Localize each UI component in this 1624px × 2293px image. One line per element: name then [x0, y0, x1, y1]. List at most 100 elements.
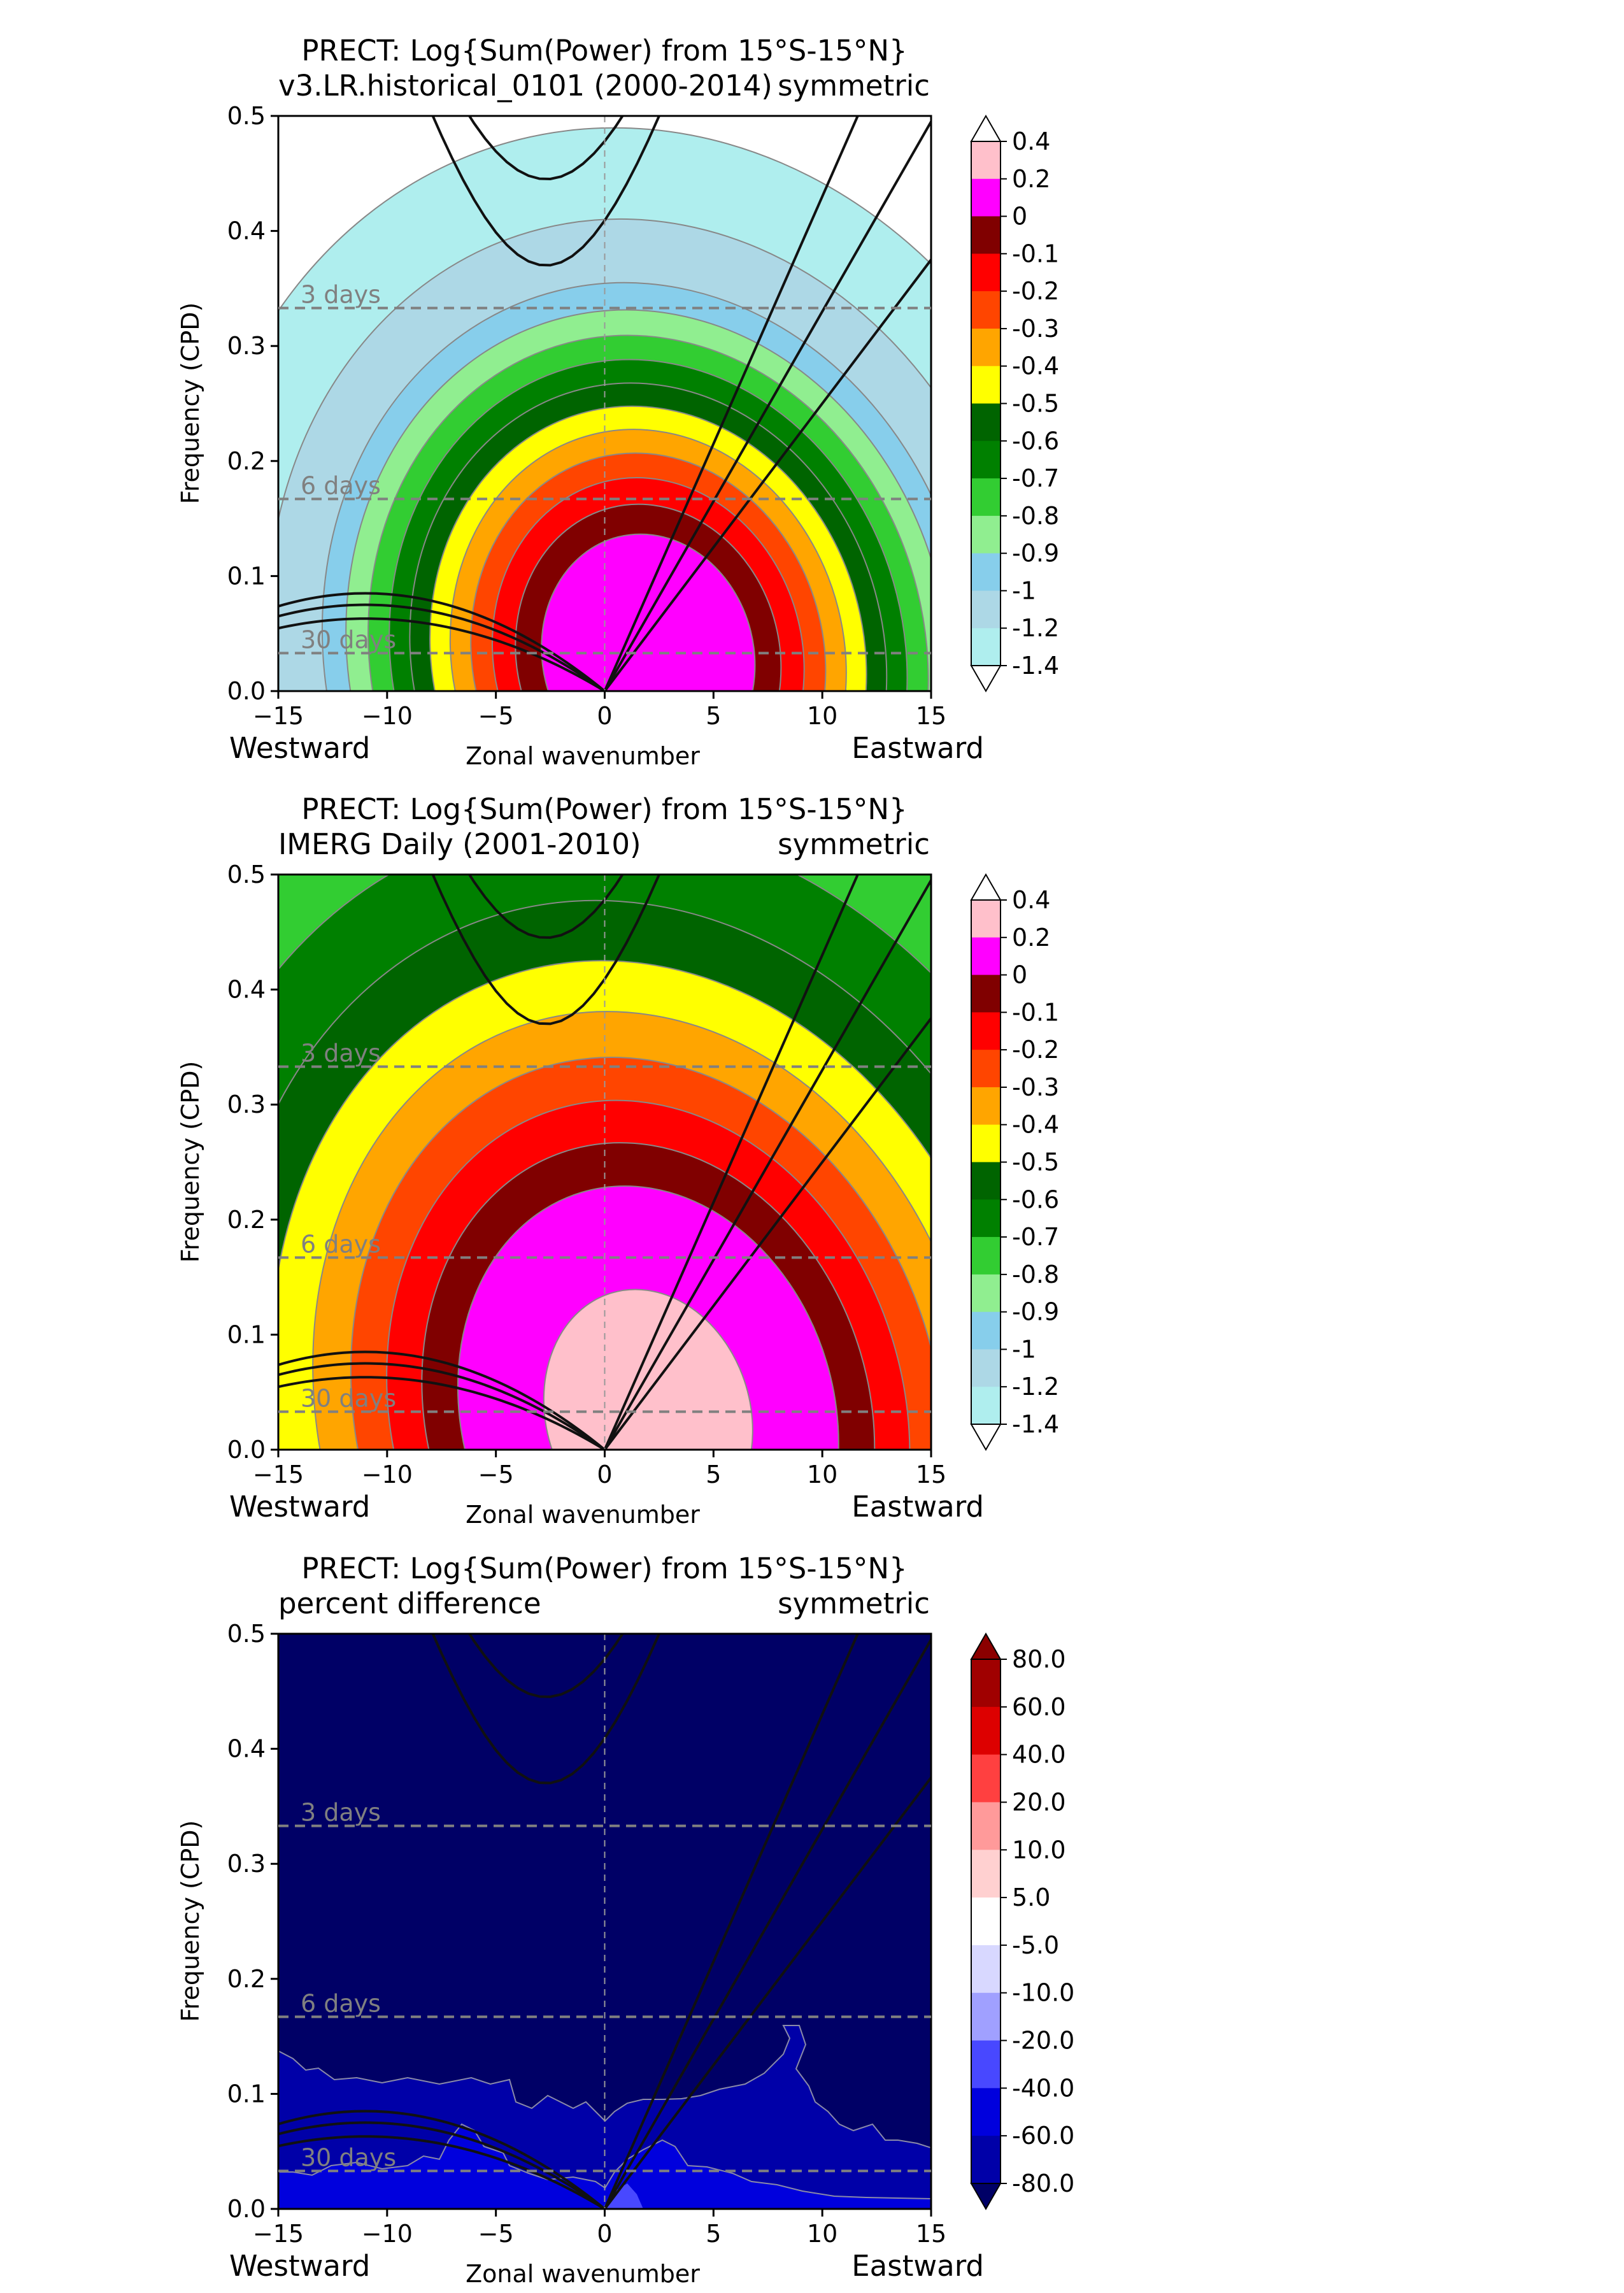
y-tick-label: 0.4 [227, 1735, 266, 1763]
eastward-label: Eastward [851, 731, 984, 765]
kelvin-curve [603, 121, 931, 691]
westward-label: Westward [229, 731, 370, 765]
colorbar-extend-over [970, 1632, 1002, 1660]
equatorial-rossby-curve [278, 2110, 606, 2209]
colorbar-swatch [971, 1274, 1001, 1313]
x-ticks: −15 −10 −5 0 5 10 15 [253, 691, 946, 730]
contour-field [278, 875, 931, 1450]
colorbar-swatch [971, 1050, 1001, 1088]
panel-observation: PRECT: Log{Sum(Power) from 15°S-15°N} IM… [176, 792, 1059, 1529]
colorbar-swatch [971, 1659, 1001, 1708]
y-tick-label: 0.1 [227, 562, 266, 590]
equatorial-rossby-curve [278, 1376, 606, 1450]
x-ticks: −15 −10 −5 0 5 10 15 [253, 2209, 946, 2248]
x-tick-label: 0 [597, 702, 612, 730]
colorbar-extend-under [970, 2183, 1002, 2211]
colorbar-tick-label: -0.3 [1012, 315, 1059, 343]
period-lines: 3 days 6 days 30 days [278, 281, 931, 655]
panel-subtitle-right: symmetric [778, 827, 930, 861]
colorbar-swatch [971, 553, 1001, 591]
eastward-label: Eastward [851, 1490, 984, 1524]
colorbar-swatch [971, 216, 1001, 254]
y-tick-label: 0.4 [227, 217, 266, 245]
kelvin-curve [603, 116, 859, 691]
period-lines: 3 days 6 days 30 days [278, 1039, 931, 1413]
colorbar-tick-label: -20.0 [1012, 2027, 1074, 2055]
y-tick-label: 0.0 [227, 1436, 266, 1464]
y-tick-label: 0.2 [227, 1965, 266, 1993]
colorbar-swatch [971, 1237, 1001, 1275]
period-label: 6 days [301, 1989, 381, 2017]
colorbar-tick-label: 80.0 [1012, 1645, 1066, 1673]
x-tick-label: 15 [916, 2220, 946, 2248]
colorbar-swatch [971, 900, 1001, 938]
colorbar-swatch [971, 141, 1001, 180]
y-tick-label: 0.0 [227, 677, 266, 705]
x-axis-label: Zonal wavenumber [466, 1501, 700, 1529]
x-tick-label: 0 [597, 1461, 612, 1489]
x-tick-label: −10 [362, 2220, 413, 2248]
y-tick-label: 0.1 [227, 1320, 266, 1348]
plot-area [278, 116, 931, 691]
colorbar-frame [971, 1659, 1001, 2184]
colorbar-tick-label: -0.9 [1012, 539, 1059, 568]
kelvin-curve [603, 875, 859, 1450]
x-tick-label: −5 [478, 1461, 514, 1489]
colorbar: 0.4 0.2 0 -0.1 -0.2 -0.3 -0.4 -0.5 -0.6 -0.7 -0.8 -… [970, 873, 1059, 1452]
y-tick-label: 0.4 [227, 976, 266, 1004]
region-minus-40-to-minus-20 [602, 2183, 643, 2209]
colorbar-swatch [971, 2136, 1001, 2184]
y-tick-label: 0.5 [227, 861, 266, 889]
y-tick-label: 0.5 [227, 102, 266, 130]
colorbar-swatch [971, 590, 1001, 629]
colorbar-tick-label: -40.0 [1012, 2074, 1074, 2102]
y-tick-label: 0.3 [227, 1090, 266, 1118]
panel-title: PRECT: Log{Sum(Power) from 15°S-15°N} [301, 1552, 907, 1585]
period-label: 6 days [301, 471, 381, 499]
equatorial-rossby-curve [278, 1350, 606, 1450]
plot-area [278, 875, 931, 1450]
colorbar-swatch [971, 1945, 1001, 1994]
colorbar-tick-label: 10.0 [1012, 1836, 1066, 1864]
equatorial-rossby-curve [278, 592, 606, 691]
colorbar-tick-label: -0.8 [1012, 502, 1059, 530]
colorbar-swatch [971, 628, 1001, 666]
x-tick-label: −10 [362, 1461, 413, 1489]
panel-title: PRECT: Log{Sum(Power) from 15°S-15°N} [301, 34, 907, 68]
colorbar-tick-label: -0.4 [1012, 1111, 1059, 1139]
colorbar-tick-label: -0.5 [1012, 1148, 1059, 1176]
panel-title: PRECT: Log{Sum(Power) from 15°S-15°N} [301, 792, 907, 826]
colorbar-swatch [971, 1162, 1001, 1200]
westward-label: Westward [229, 1490, 370, 1524]
colorbar-swatch [971, 1012, 1001, 1050]
x-tick-label: 5 [706, 2220, 721, 2248]
colorbar: 80.0 60.0 40.0 20.0 10.0 5.0 -5.0 -10.0 -20.0 -40… [970, 1632, 1074, 2211]
x-tick-label: 15 [916, 1461, 946, 1489]
westward-label: Westward [229, 2249, 370, 2283]
colorbar-tick-label: -0.4 [1012, 352, 1059, 380]
panel-subtitle-right: symmetric [778, 69, 930, 103]
panel-subtitle-left: IMERG Daily (2001-2010) [278, 827, 641, 861]
plot-area [278, 1634, 931, 2209]
x-ticks: −15 −10 −5 0 5 10 15 [253, 1450, 946, 1489]
colorbar-swatch [971, 1199, 1001, 1238]
x-tick-label: −15 [253, 2220, 304, 2248]
colorbar-tick-label: -0.7 [1012, 464, 1059, 492]
panel-subtitle-left: v3.LR.historical_0101 (2000-2014) [278, 69, 773, 103]
colorbar-tick-label: -0.8 [1012, 1261, 1059, 1289]
x-tick-label: 10 [807, 2220, 837, 2248]
colorbar-extend-under [970, 1424, 1002, 1452]
y-tick-label: 0.5 [227, 1620, 266, 1648]
colorbar-swatch [971, 441, 1001, 479]
colorbar-tick-label: 0.4 [1012, 886, 1050, 914]
x-axis-label: Zonal wavenumber [466, 2260, 700, 2288]
panel-model: PRECT: Log{Sum(Power) from 15°S-15°N} v3… [176, 34, 1059, 770]
equatorial-rossby-curve [278, 1362, 606, 1450]
colorbar-tick-label: 40.0 [1012, 1741, 1066, 1769]
colorbar-swatch [971, 178, 1001, 217]
colorbar-swatch [971, 1802, 1001, 1850]
panel-subtitle-right: symmetric [778, 1587, 930, 1620]
dispersion-overlay [278, 116, 931, 691]
colorbar-swatch [971, 2040, 1001, 2089]
y-ticks: 0.0 0.1 0.2 0.3 0.4 0.5 [227, 1620, 278, 2223]
